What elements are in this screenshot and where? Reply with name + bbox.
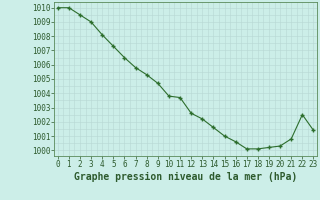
X-axis label: Graphe pression niveau de la mer (hPa): Graphe pression niveau de la mer (hPa) (74, 172, 297, 182)
